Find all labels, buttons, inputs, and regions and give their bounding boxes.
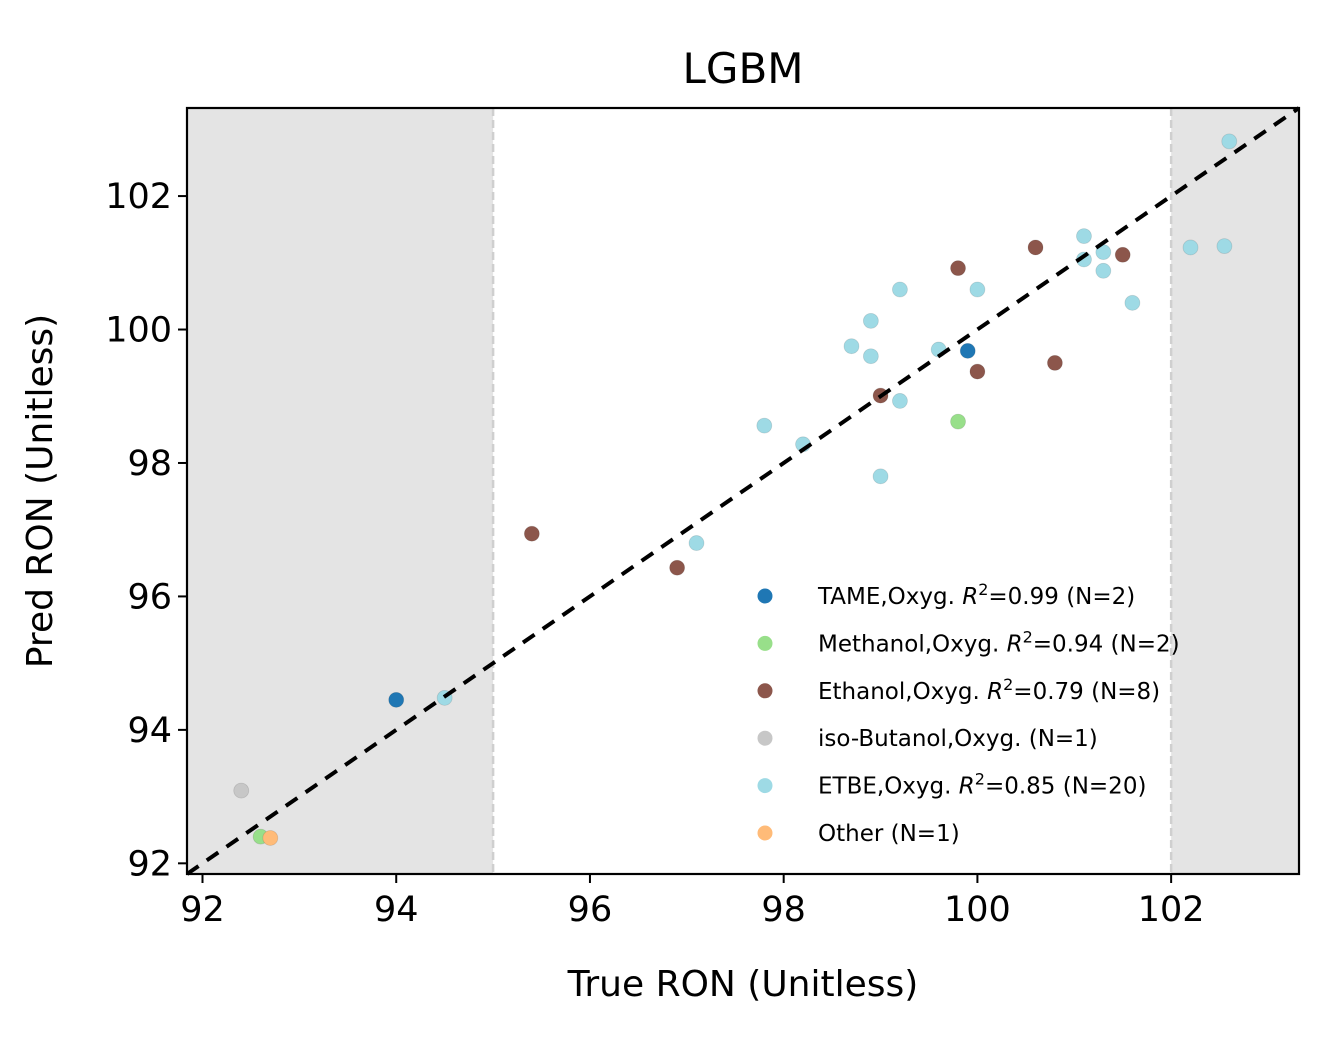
series-2 [523, 239, 1131, 576]
data-point [862, 312, 879, 329]
legend-marker [757, 730, 773, 746]
y-tick-label: 98 [127, 444, 172, 484]
data-point [950, 413, 966, 430]
plot-area: 92 94 96 98 100 102 92 94 96 98 100 102 TAME,Oxyg. R… [105, 106, 1301, 930]
x-tick-label: 100 [944, 890, 1011, 930]
y-tick-label: 102 [105, 177, 172, 217]
data-point [1221, 133, 1238, 150]
legend-entry: iso-Butanol,Oxyg. (N=1) [818, 726, 1098, 752]
data-point [1216, 238, 1233, 255]
legend-entry: Other (N=1) [818, 821, 960, 847]
data-point [669, 559, 686, 576]
data-point [1076, 228, 1092, 245]
data-point [843, 338, 860, 355]
legend-entry: ETBE,Oxyg. R2=0.85 (N=20) [818, 770, 1146, 800]
data-point [262, 830, 279, 846]
data-point [959, 342, 976, 359]
data-point [969, 363, 986, 380]
data-point [969, 281, 986, 298]
x-axis-label: True RON (Unitless) [567, 964, 919, 1005]
legend-marker [757, 588, 773, 604]
y-tick-label: 100 [105, 311, 172, 351]
data-point [1182, 239, 1199, 256]
chart-title: LGBM [683, 44, 804, 93]
x-tick-label: 98 [761, 890, 806, 930]
data-point [862, 348, 879, 365]
y-tick-label: 92 [127, 844, 172, 884]
series-3 [233, 782, 250, 799]
legend-entry: Ethanol,Oxyg. R2=0.79 (N=8) [818, 675, 1160, 705]
series-0 [388, 342, 976, 708]
legend-entry: TAME,Oxyg. R2=0.99 (N=2) [817, 580, 1135, 610]
data-point [1114, 246, 1131, 263]
data-point [1124, 294, 1141, 311]
y-tick-label: 96 [127, 577, 172, 617]
x-tick-label: 94 [374, 890, 419, 930]
data-point [892, 281, 908, 298]
legend-marker [757, 635, 773, 651]
data-point [1047, 354, 1063, 371]
data-point [756, 417, 773, 434]
data-point [388, 691, 405, 708]
plot-frame [185, 106, 1301, 876]
series-4 [436, 133, 1238, 706]
legend-entry: Methanol,Oxyg. R2=0.94 (N=2) [818, 627, 1180, 657]
data-point [1027, 239, 1044, 256]
data-point [688, 535, 705, 551]
series-5 [262, 830, 279, 846]
x-tick-label: 96 [568, 890, 613, 930]
legend-marker [757, 683, 773, 699]
legend: TAME,Oxyg. R2=0.99 (N=2) Methanol,Oxyg. R… [757, 580, 1180, 847]
legend-marker [757, 825, 773, 841]
data-point [233, 782, 250, 799]
x-tick-label: 92 [180, 890, 225, 930]
shaded-region-1 [1171, 108, 1299, 874]
data-point [950, 260, 966, 277]
identity-line [185, 106, 1301, 876]
y-axis-label: Pred RON (Unitless) [20, 314, 61, 668]
data-point [872, 468, 889, 485]
shaded-region-0 [187, 108, 494, 874]
y-tick-label: 94 [127, 711, 172, 751]
data-point [1095, 262, 1112, 279]
x-tick-label: 102 [1138, 890, 1205, 930]
legend-marker [757, 778, 773, 794]
data-point [892, 393, 908, 409]
data-point [523, 525, 540, 542]
